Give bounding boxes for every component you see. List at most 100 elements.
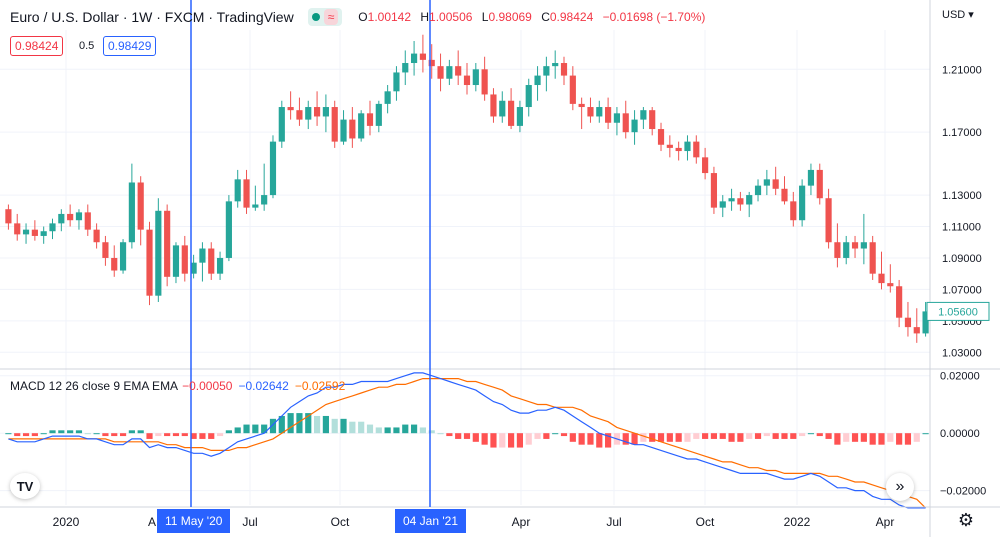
candle-body — [605, 107, 612, 123]
scroll-to-realtime-button[interactable]: » — [886, 473, 914, 501]
ohlc-close-key: C — [541, 10, 550, 24]
candle-body — [137, 182, 144, 230]
candle-body — [816, 169, 823, 199]
sell-button[interactable]: 0.98424 — [10, 36, 64, 56]
candle-body — [93, 229, 100, 243]
candle-body — [296, 110, 303, 120]
candle-body — [684, 141, 691, 152]
candle-body — [225, 201, 232, 258]
macd-histogram-bar — [851, 433, 859, 442]
candle-body — [552, 63, 559, 67]
candle-body — [5, 209, 12, 224]
macd-histogram-bar — [402, 424, 409, 434]
macd-histogram-bar — [516, 433, 524, 448]
macd-histogram-bar — [419, 427, 426, 434]
macd-histogram-bar — [269, 418, 277, 434]
macd-histogram-bar — [455, 433, 462, 439]
candle-body — [622, 113, 629, 133]
macd-histogram-bar — [675, 433, 682, 442]
macd-histogram-bar — [75, 430, 83, 434]
candle-body — [22, 229, 30, 235]
macd-histogram-bar — [640, 433, 647, 442]
candle-body — [305, 107, 312, 120]
candle-body — [269, 141, 277, 196]
candle-body — [490, 94, 497, 117]
macd-histogram-bar — [587, 433, 594, 445]
macd-histogram-bar — [252, 424, 259, 434]
candle-body — [613, 113, 621, 123]
macd-histogram-bar — [896, 433, 903, 445]
currency-selector[interactable]: USD ▾ — [942, 9, 974, 21]
candle-body — [164, 210, 171, 277]
macd-histogram-bar — [596, 433, 603, 448]
macd-histogram-bar — [40, 433, 47, 435]
macd-histogram-bar — [860, 433, 867, 442]
macd-histogram-bar — [437, 433, 444, 435]
macd-tick-label: 0.02000 — [940, 371, 980, 383]
macd-histogram-bar — [719, 433, 726, 439]
macd-histogram-bar — [384, 427, 391, 434]
macd-histogram-bar — [781, 433, 788, 439]
macd-histogram-bar — [631, 433, 638, 445]
candle-body — [887, 283, 894, 287]
candle-body — [746, 195, 753, 205]
macd-histogram-bar — [305, 413, 312, 434]
candle-body — [146, 229, 153, 296]
buy-button[interactable]: 0.98429 — [103, 36, 157, 56]
tradingview-logo-icon[interactable]: TV — [10, 473, 40, 499]
macd-histogram-bar — [199, 433, 206, 439]
candle-body — [675, 147, 682, 152]
candle-body — [596, 107, 603, 117]
macd-histogram-bar — [481, 433, 488, 445]
macd-histogram-bar — [543, 433, 550, 439]
macd-histogram-bar — [155, 433, 162, 437]
candle-body — [446, 66, 453, 79]
candle-body — [781, 188, 788, 202]
time-tick-label-partial: A — [148, 515, 156, 529]
candle-body — [560, 63, 568, 76]
candle-body — [199, 248, 206, 263]
macd-histogram-bar — [834, 433, 841, 445]
candle-body — [508, 100, 515, 126]
macd-histogram-bar — [58, 430, 65, 434]
macd-histogram-bar — [710, 433, 718, 439]
ohlc-open: 1.00142 — [367, 10, 412, 24]
macd-histogram-bar — [164, 433, 171, 437]
macd-histogram-bar — [790, 433, 797, 439]
candle-body — [181, 245, 188, 274]
candlestick-series — [5, 34, 929, 343]
macd-histogram-bar — [737, 433, 744, 442]
ohlc-low-key: L — [481, 10, 489, 24]
symbol-title[interactable]: Euro / U.S. Dollar · 1W · FXCM · Trading… — [10, 9, 294, 25]
candle-body — [719, 201, 726, 208]
macd-histogram-bar — [111, 433, 118, 437]
macd-histogram-bar — [137, 430, 144, 434]
ohlc-high: 1.00506 — [429, 10, 473, 24]
macd-legend[interactable]: MACD 12 26 close 9 EMA EMA −0.00050 −0.026… — [10, 379, 345, 393]
macd-histogram-bar — [825, 433, 832, 439]
candle-body — [693, 141, 700, 158]
macd-histogram-bar — [119, 433, 127, 437]
macd-histogram-bar — [428, 430, 435, 434]
time-tick-label: Apr — [512, 515, 531, 529]
candle-body — [419, 53, 426, 60]
macd-histogram-bar — [93, 433, 100, 435]
candle-body — [428, 59, 435, 67]
candle-body — [252, 204, 259, 208]
candle-body — [851, 242, 859, 249]
market-status-indicator[interactable]: ≈ — [307, 8, 343, 26]
candle-body — [155, 210, 162, 296]
macd-histogram-bar — [146, 433, 153, 439]
candle-body — [710, 173, 718, 208]
candle-body — [216, 257, 224, 274]
gear-icon[interactable]: ⚙ — [957, 510, 975, 530]
candle-body — [172, 245, 180, 277]
candle-body — [640, 110, 647, 120]
candle-body — [922, 311, 929, 334]
macd-histogram-bar — [181, 433, 188, 437]
ohlc-high-key: H — [420, 10, 430, 24]
macd-histogram-bar — [560, 433, 568, 437]
macd-histogram-bar — [375, 427, 382, 434]
macd-signal-value: −0.02592 — [294, 379, 346, 393]
